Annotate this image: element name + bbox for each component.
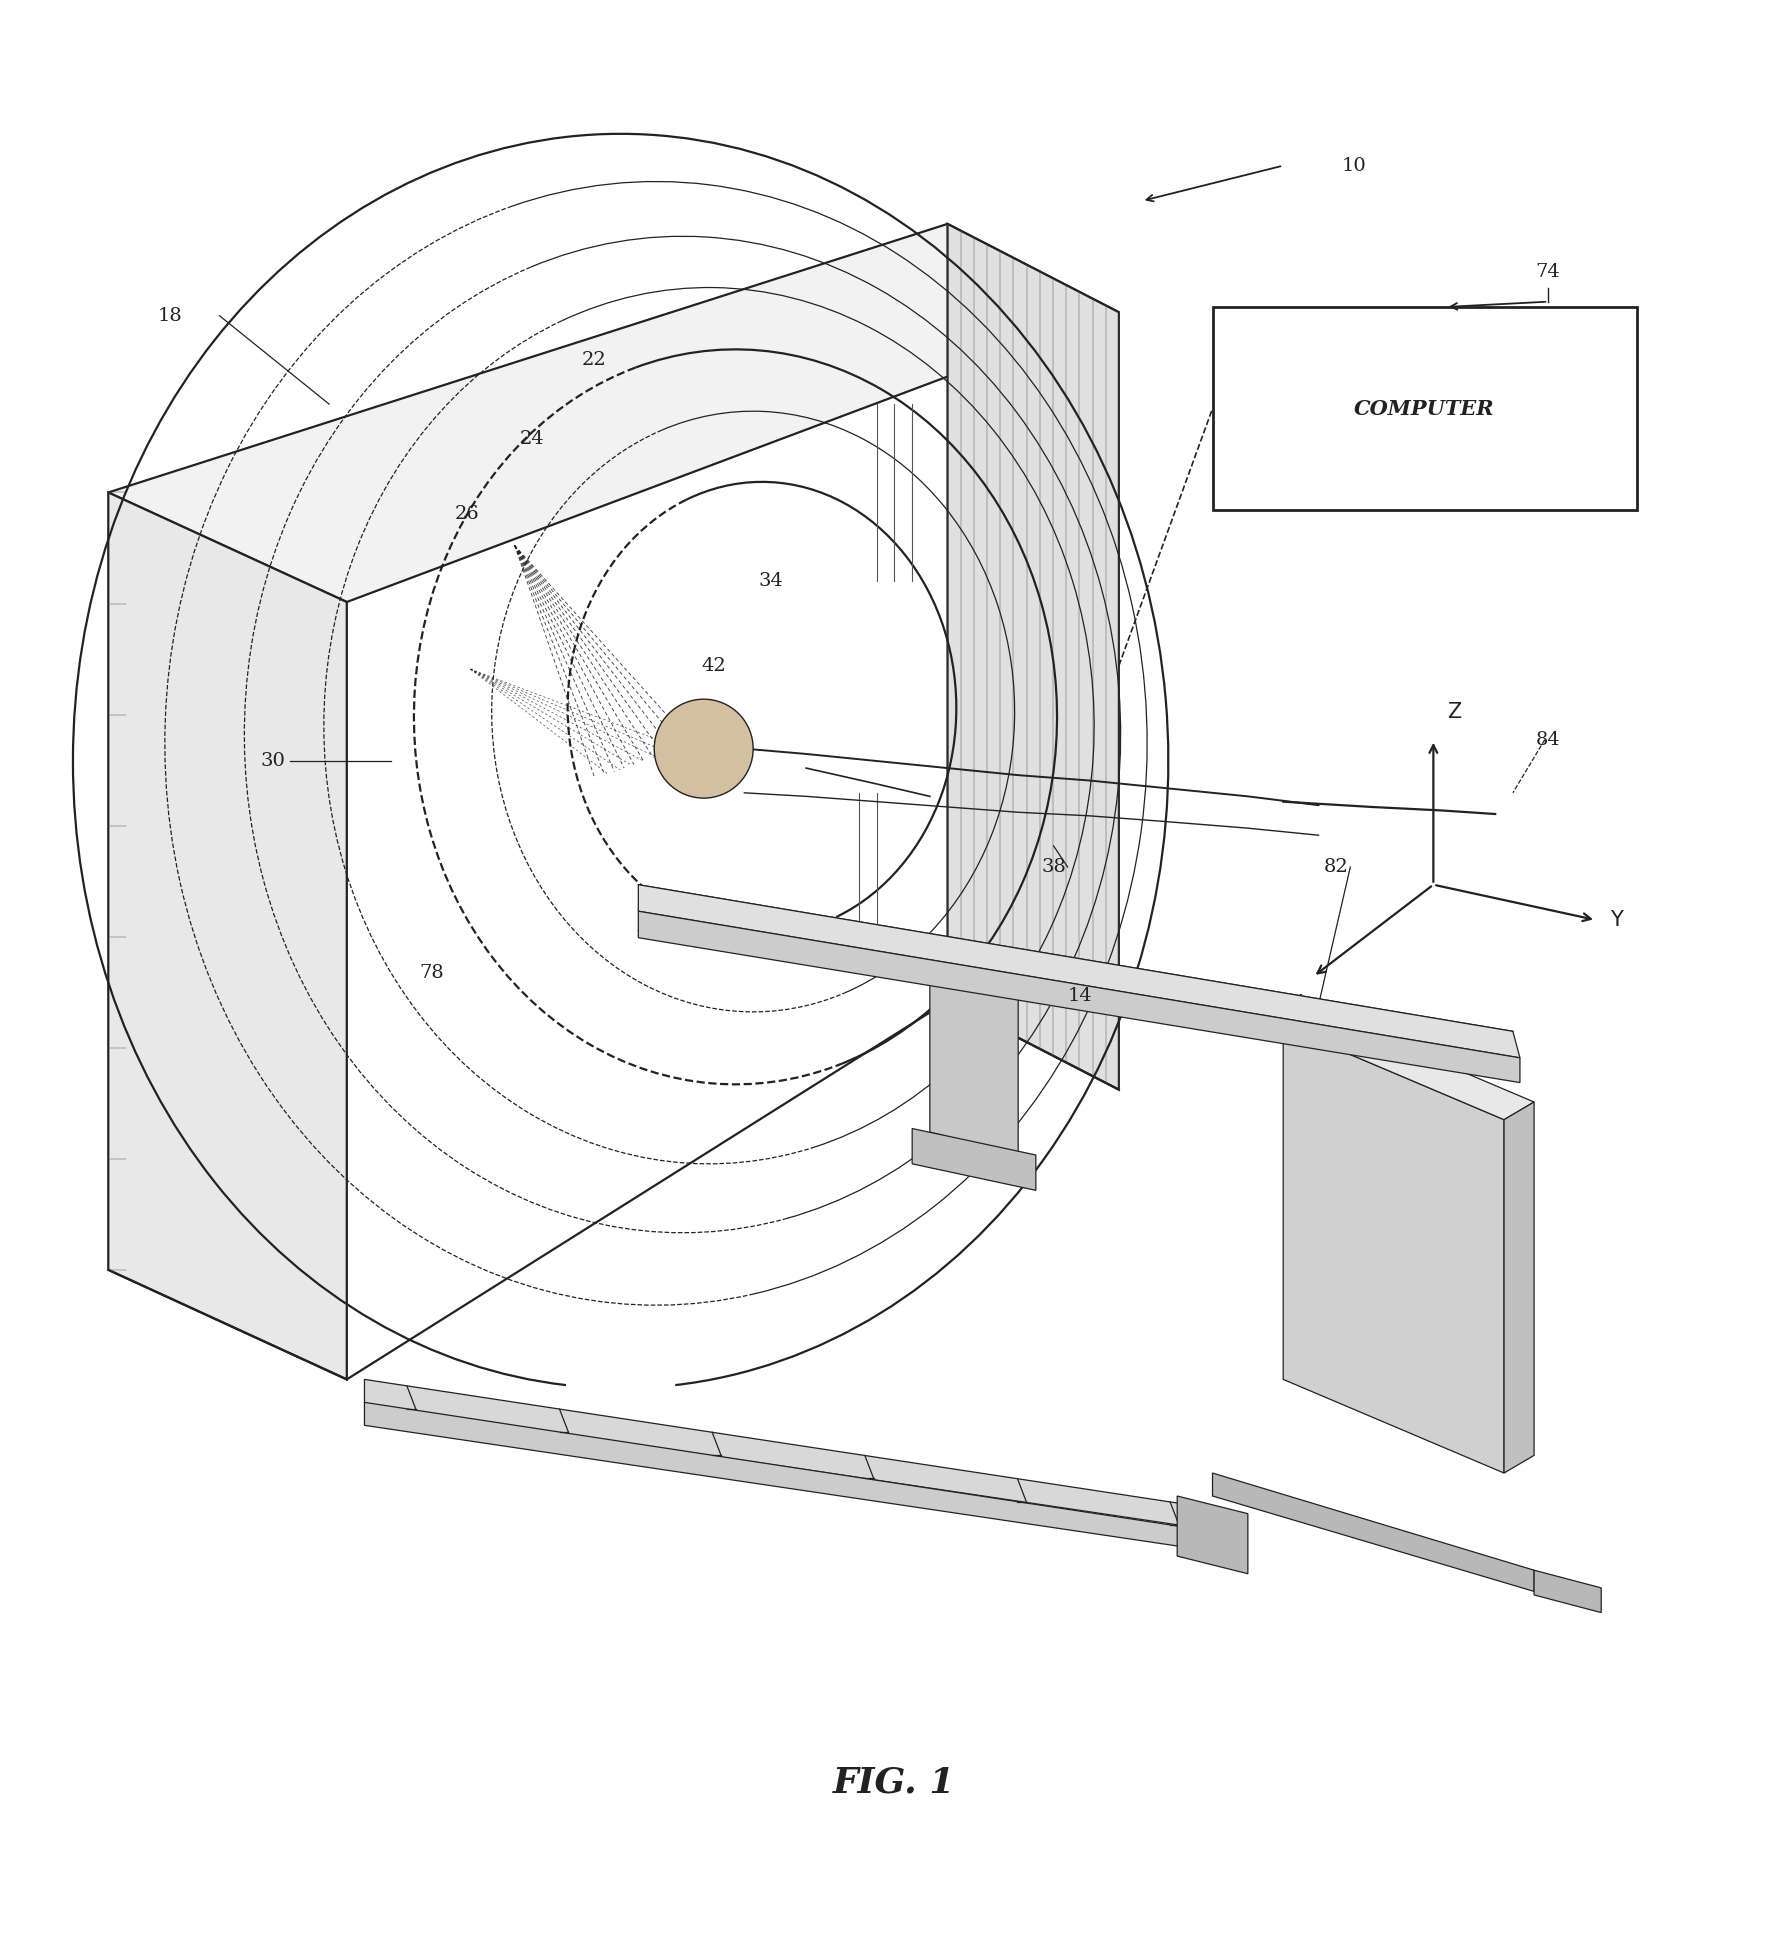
Text: 42: 42 [701, 657, 726, 675]
Polygon shape [930, 952, 1018, 1156]
Polygon shape [365, 1402, 1222, 1553]
Polygon shape [1177, 1497, 1249, 1574]
Text: 18: 18 [157, 306, 182, 326]
Polygon shape [639, 911, 1521, 1082]
Text: 30: 30 [259, 752, 284, 770]
Text: 10: 10 [1342, 157, 1367, 175]
Text: COMPUTER: COMPUTER [1354, 399, 1496, 419]
Text: 22: 22 [581, 351, 606, 368]
Text: 82: 82 [1324, 859, 1349, 876]
Bar [1213, 306, 1637, 510]
Text: Z: Z [1447, 702, 1462, 721]
Text: 24: 24 [521, 430, 544, 448]
Polygon shape [109, 223, 1118, 601]
Text: 78: 78 [419, 964, 444, 981]
Polygon shape [1505, 1101, 1535, 1474]
Text: 74: 74 [1535, 262, 1560, 281]
Text: 26: 26 [454, 504, 479, 524]
Text: 14: 14 [1068, 987, 1093, 1004]
Polygon shape [109, 493, 347, 1379]
Text: FIG. 1: FIG. 1 [834, 1764, 955, 1799]
Polygon shape [639, 884, 1521, 1059]
Polygon shape [948, 223, 1118, 1090]
Text: X: X [1288, 995, 1302, 1014]
Polygon shape [912, 1128, 1036, 1191]
Text: Y: Y [1610, 909, 1623, 931]
Text: 38: 38 [1041, 859, 1066, 876]
Polygon shape [1535, 1571, 1601, 1613]
Text: 84: 84 [1535, 731, 1560, 748]
Polygon shape [1213, 1474, 1535, 1592]
Circle shape [655, 700, 753, 799]
Text: 34: 34 [759, 572, 784, 589]
Polygon shape [365, 1379, 1222, 1532]
Polygon shape [1283, 1026, 1505, 1474]
Polygon shape [1283, 1008, 1535, 1119]
